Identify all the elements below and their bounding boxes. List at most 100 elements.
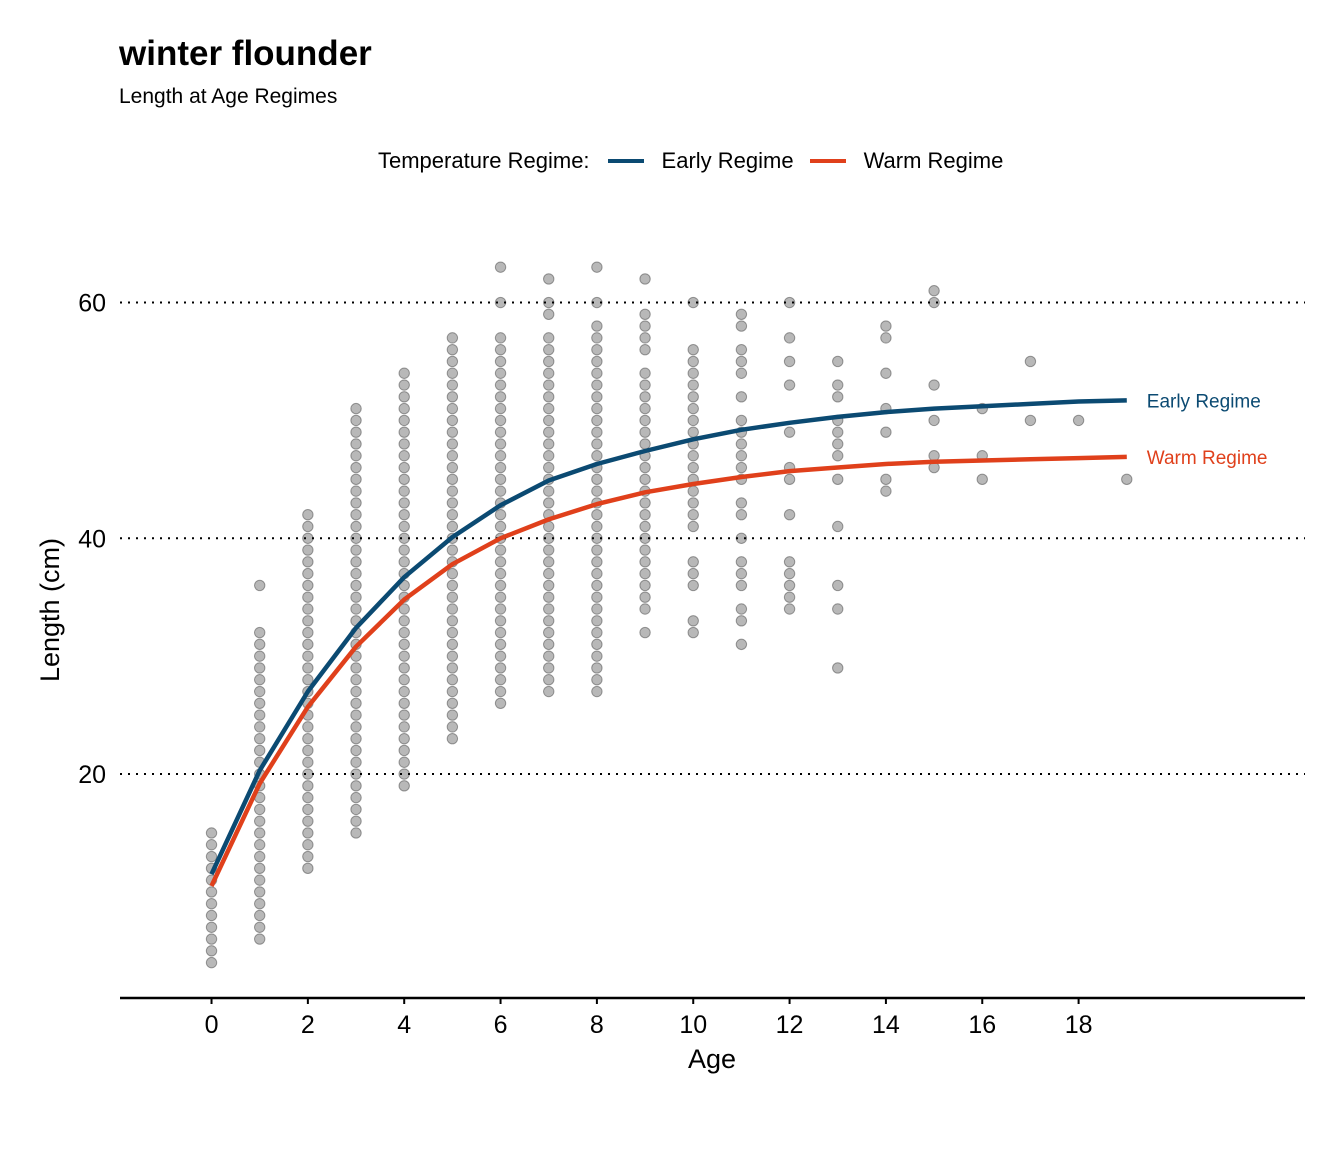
data-point (1072, 414, 1085, 427)
data-point (446, 638, 459, 651)
data-point (591, 567, 603, 580)
data-point (735, 450, 748, 462)
data-point (494, 391, 507, 403)
data-point (591, 485, 603, 497)
data-point (1024, 355, 1037, 368)
data-point (832, 662, 844, 674)
data-point (639, 508, 651, 521)
data-point (687, 355, 699, 368)
legend-item-warm-regime: Warm Regime (809, 148, 1003, 174)
x-tick-label: 16 (968, 1011, 996, 1039)
data-point (494, 650, 507, 662)
data-point (398, 508, 410, 521)
data-point (446, 615, 459, 627)
data-point (880, 367, 892, 379)
data-point (832, 355, 844, 368)
data-point (446, 497, 459, 509)
data-point (639, 473, 651, 486)
data-point (976, 473, 988, 486)
y-tick-label: 60 (78, 290, 106, 318)
data-point (302, 532, 314, 544)
fitted-curves: Early Regime Warm Regime (209, 391, 1267, 887)
data-point (591, 544, 603, 556)
data-point (398, 638, 410, 651)
chart-subtitle: Length at Age Regimes (119, 85, 338, 108)
data-point (1024, 414, 1037, 427)
data-point (735, 638, 748, 651)
data-point (398, 674, 410, 686)
data-point (446, 438, 459, 450)
data-point (253, 886, 266, 898)
data-point (446, 367, 459, 379)
data-point (494, 473, 507, 486)
data-point (446, 709, 459, 721)
data-point (591, 426, 603, 438)
data-point (398, 391, 410, 403)
data-point (253, 827, 266, 839)
data-point (302, 721, 314, 733)
data-point (350, 450, 362, 462)
data-point (735, 308, 748, 321)
data-point (687, 485, 699, 497)
data-point (350, 485, 362, 497)
data-point (398, 379, 410, 391)
data-point (350, 768, 362, 780)
data-point (398, 626, 410, 639)
data-point (543, 662, 555, 674)
data-point (494, 579, 507, 592)
data-point (543, 379, 555, 391)
data-point (302, 850, 314, 863)
data-point (591, 532, 603, 544)
data-point (543, 273, 555, 285)
data-point (494, 508, 507, 521)
data-point (398, 603, 410, 615)
data-point (591, 473, 603, 486)
data-point (735, 556, 748, 568)
data-point (302, 650, 314, 662)
data-point (398, 615, 410, 627)
legend-title: Temperature Regime: (378, 148, 590, 173)
data-point (253, 803, 266, 816)
data-point (543, 650, 555, 662)
y-axis-label: Length (cm) (35, 538, 65, 682)
data-point (735, 438, 748, 450)
data-point (591, 685, 603, 698)
data-point (302, 638, 314, 651)
data-point (639, 626, 651, 639)
data-point (639, 544, 651, 556)
data-point (591, 402, 603, 415)
data-point (302, 732, 314, 745)
data-point (783, 556, 796, 568)
data-point (543, 414, 555, 427)
curve-early-regime (209, 398, 1127, 876)
data-point (783, 426, 796, 438)
data-point (398, 497, 410, 509)
data-point (543, 603, 555, 615)
data-point (398, 367, 410, 379)
legend-label-early-regime: Early Regime (661, 148, 794, 173)
data-point (687, 391, 699, 403)
data-point (735, 367, 748, 379)
data-point (302, 508, 314, 521)
data-point (1121, 473, 1133, 486)
data-point (205, 933, 218, 945)
data-point (543, 461, 555, 474)
data-point (591, 320, 603, 332)
data-point (253, 674, 266, 686)
data-point (398, 756, 410, 768)
data-point (639, 402, 651, 415)
x-axis-label: Age (688, 1044, 736, 1074)
data-point (446, 520, 459, 533)
data-point (398, 650, 410, 662)
data-point (783, 355, 796, 368)
data-point (543, 426, 555, 438)
data-point (880, 320, 892, 332)
data-point (446, 674, 459, 686)
data-point (687, 343, 699, 356)
data-point (543, 615, 555, 627)
data-point (302, 839, 314, 851)
data-point (398, 768, 410, 780)
data-point (639, 379, 651, 391)
data-point (639, 591, 651, 603)
